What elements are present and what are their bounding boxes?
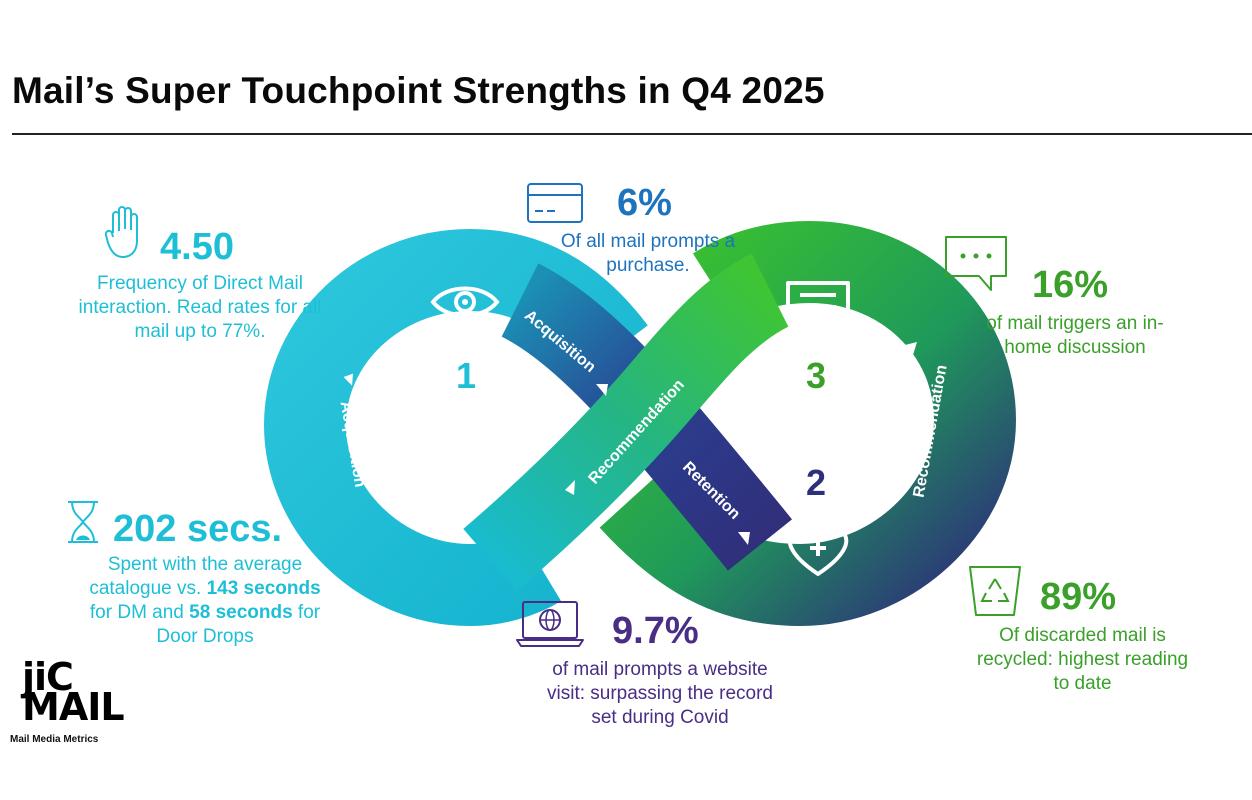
retention-band: [500, 263, 793, 571]
purchase-description: Of all mail prompts a purchase.: [560, 231, 736, 276]
stage-3-number: 3: [806, 355, 826, 396]
jicmail-logo: jiC MAIL: [22, 655, 132, 729]
recommendation-band: [463, 253, 790, 592]
frequency-value: 4.50: [160, 226, 234, 268]
stage-1-number: 1: [456, 355, 476, 396]
time-value: 202 secs.: [113, 508, 283, 550]
heart-plus-icon: [787, 525, 849, 576]
speech-bubble-icon: [945, 236, 1007, 291]
arrow-acquisition-left: [343, 373, 353, 386]
hand-icon: [105, 206, 138, 259]
credit-card-icon: [527, 183, 583, 223]
chat-bubble-icon: [786, 281, 850, 333]
recycled-description: Of discarded mail is recycled: highest r…: [976, 625, 1189, 694]
logo-line-2: MAIL: [22, 685, 125, 729]
logo-line-1: jiC: [22, 655, 74, 699]
stage-2-number: 2: [806, 462, 826, 503]
purchase-value: 6%: [617, 182, 672, 224]
website-description: of mail prompts a website visit: surpass…: [547, 659, 773, 728]
time-description: Spent with the average catalogue vs. 143…: [89, 554, 321, 647]
logo-tagline: Mail Media Metrics: [10, 734, 99, 745]
laptop-globe-icon: [516, 601, 584, 647]
arrow-recommendation-right: [905, 342, 917, 355]
arrow-retention: [738, 532, 750, 545]
arrow-recommendation-mid: [565, 480, 575, 495]
website-value: 9.7%: [612, 610, 699, 652]
title-divider: [12, 133, 1252, 135]
right-loop: [599, 220, 1017, 627]
discussion-description: of mail triggers an in- home discussion: [986, 313, 1164, 358]
page-title: Mail’s Super Touchpoint Strengths in Q4 …: [12, 70, 825, 111]
hourglass-icon: [68, 501, 98, 543]
recycled-value: 89%: [1040, 576, 1117, 618]
recycle-bin-icon: [969, 566, 1021, 616]
discussion-value: 16%: [1032, 264, 1109, 306]
left-loop: [263, 228, 648, 627]
arrow-acquisition-top: [596, 384, 608, 396]
eye-icon: [430, 286, 500, 318]
frequency-description: Frequency of Direct Mail interaction. Re…: [78, 273, 322, 342]
